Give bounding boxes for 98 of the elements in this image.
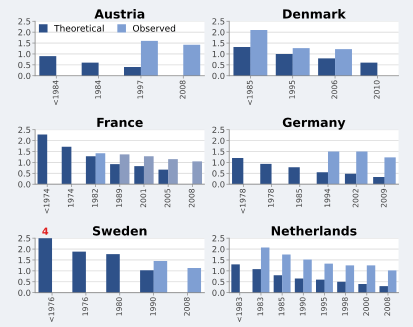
y-tick-label: 2.0 xyxy=(18,138,30,144)
legend-label: Observed xyxy=(132,24,176,32)
bar xyxy=(318,58,336,76)
y-tick-label: 1.0 xyxy=(212,268,224,274)
y-tick-label: 0.5 xyxy=(18,278,30,286)
bar xyxy=(366,265,376,293)
bar xyxy=(183,44,200,76)
y-tick-label: 1.0 xyxy=(18,50,30,58)
y-tick-label: 2.5 xyxy=(212,235,224,242)
y-tick-label: 0.0 xyxy=(18,290,30,296)
bar xyxy=(62,146,72,184)
bar xyxy=(120,154,130,184)
y-tick-label: 0.0 xyxy=(212,290,224,296)
y-tick-label: 1.0 xyxy=(18,159,30,166)
y-tick-label: 1.5 xyxy=(18,257,30,264)
y-tick-label: 0.0 xyxy=(18,72,30,80)
y-tick-label: 1.5 xyxy=(212,148,224,155)
bar xyxy=(384,157,396,184)
y-tick-label: 0.0 xyxy=(18,181,30,188)
y-tick-label: 1.5 xyxy=(18,148,30,155)
bar xyxy=(86,156,96,184)
bar xyxy=(39,56,56,76)
y-tick-label: 2.0 xyxy=(212,246,224,252)
y-tick-label: 1.5 xyxy=(18,40,30,46)
bar xyxy=(356,152,368,184)
bar xyxy=(379,286,388,293)
bar xyxy=(72,252,86,293)
bar xyxy=(144,156,154,184)
bar xyxy=(388,270,396,293)
bar xyxy=(158,170,168,184)
y-tick-label: 2.0 xyxy=(18,246,30,252)
annotation: 4 xyxy=(42,228,48,235)
bar xyxy=(292,48,310,76)
chart-title: Netherlands xyxy=(272,226,357,236)
y-tick-label: 1.5 xyxy=(212,40,224,46)
bar xyxy=(358,284,367,293)
bar xyxy=(232,158,244,184)
bar xyxy=(282,254,291,293)
y-tick-label: 2.5 xyxy=(212,126,224,133)
y-tick-label: 0.0 xyxy=(212,181,224,188)
bar xyxy=(134,166,144,184)
bar xyxy=(124,67,141,76)
chart-title: France xyxy=(97,118,143,128)
bar xyxy=(250,30,268,76)
y-tick-label: 0.5 xyxy=(212,62,224,68)
chart-title: Austria xyxy=(94,8,144,19)
bar xyxy=(231,264,240,293)
y-tick-label: 1.0 xyxy=(212,50,224,58)
bar xyxy=(288,167,300,184)
bar xyxy=(38,238,52,293)
bar xyxy=(324,264,333,293)
bar xyxy=(260,164,272,184)
bar xyxy=(328,152,340,184)
bar xyxy=(233,46,250,76)
bar xyxy=(294,278,304,293)
bar xyxy=(274,275,282,293)
bar xyxy=(373,177,384,184)
bar xyxy=(140,270,154,293)
bar xyxy=(346,265,354,293)
y-tick-label: 2.5 xyxy=(212,18,224,25)
bar xyxy=(303,260,312,293)
bar xyxy=(168,159,178,184)
bar xyxy=(110,164,120,184)
bar xyxy=(154,261,168,293)
bar xyxy=(96,153,106,184)
bar xyxy=(188,268,202,293)
y-tick-label: 2.5 xyxy=(18,126,30,133)
bar xyxy=(140,40,158,76)
bar xyxy=(192,161,202,184)
y-tick-label: 0.5 xyxy=(212,170,224,177)
bar xyxy=(260,248,270,293)
chart-title: Sweden xyxy=(92,226,146,236)
chart-title: Denmark xyxy=(283,8,346,19)
y-tick-label: 2.0 xyxy=(212,29,224,36)
y-tick-label: 0.5 xyxy=(18,170,30,177)
legend-label: Theoretical xyxy=(54,24,104,32)
bar xyxy=(82,62,99,76)
bar xyxy=(38,134,48,184)
bar xyxy=(335,49,352,76)
y-tick-label: 1.5 xyxy=(212,257,224,264)
y-tick-label: 0.0 xyxy=(212,72,224,80)
y-tick-label: 0.5 xyxy=(212,278,224,286)
y-tick-label: 2.5 xyxy=(18,18,30,25)
bar xyxy=(252,269,261,293)
y-tick-label: 1.0 xyxy=(18,268,30,274)
bar xyxy=(337,282,346,293)
bar xyxy=(344,174,356,184)
bar xyxy=(106,254,120,293)
y-tick-label: 2.0 xyxy=(212,138,224,144)
y-tick-label: 2.5 xyxy=(18,235,30,242)
bar xyxy=(360,62,378,76)
y-tick-label: 0.5 xyxy=(18,62,30,68)
y-tick-label: 1.0 xyxy=(212,159,224,166)
chart-title: Germany xyxy=(282,118,346,130)
bar xyxy=(316,280,324,293)
bar xyxy=(316,172,328,184)
bar xyxy=(276,54,293,76)
y-tick-label: 2.0 xyxy=(18,29,30,36)
